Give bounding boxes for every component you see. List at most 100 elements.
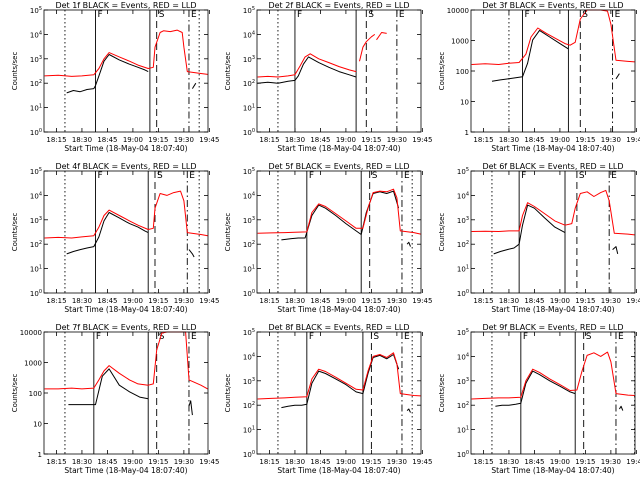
panel-title: Det 4f BLACK = Events, RED = LLD — [55, 162, 196, 171]
x-tick-label: 18:30 — [72, 297, 92, 305]
x-tick-label: 19:45 — [199, 458, 219, 466]
y-tick-label: 10000 — [20, 329, 42, 337]
marker-label: S — [582, 10, 588, 20]
series-lld-line — [376, 32, 387, 41]
series-events-line — [406, 241, 411, 247]
x-tick-label: 19:00 — [550, 297, 570, 305]
series-events-line — [66, 54, 149, 94]
plot-frame — [470, 331, 636, 455]
x-tick-label: 19:15 — [575, 297, 595, 305]
x-tick-label: 18:15 — [259, 297, 279, 305]
x-tick-label: 18:30 — [285, 136, 305, 144]
x-tick-label: 18:45 — [310, 297, 330, 305]
plot-frame — [256, 331, 422, 455]
x-tick-label: 19:00 — [550, 136, 570, 144]
x-axis-label: Start Time (18-May-04 18:07:40) — [277, 466, 400, 475]
x-axis-label: Start Time (18-May-04 18:07:40) — [277, 305, 400, 314]
x-tick-label: 19:00 — [123, 297, 143, 305]
y-tick-label: 101 — [243, 265, 255, 274]
x-tick-label: 19:00 — [336, 297, 356, 305]
y-tick-label: 104 — [243, 191, 255, 200]
x-axis-label: Start Time (18-May-04 18:07:40) — [491, 466, 614, 475]
x-tick-label: 18:15 — [473, 297, 493, 305]
y-axis-label: Counts/sec — [11, 52, 19, 91]
marker-label: S — [159, 332, 165, 342]
y-tick-label: 100 — [243, 450, 255, 459]
y-tick-label: 105 — [243, 6, 255, 15]
y-tick-label: 104 — [30, 191, 42, 200]
x-tick-label: 19:15 — [361, 458, 381, 466]
marker-label: F — [297, 10, 302, 20]
marker-label: E — [611, 171, 617, 181]
y-tick-label: 104 — [457, 191, 469, 200]
y-axis-label: Counts/sec — [224, 213, 232, 252]
marker-label: F — [521, 171, 526, 181]
x-tick-label: 19:00 — [336, 136, 356, 144]
plot-frame — [43, 331, 209, 455]
y-tick-label: 105 — [457, 328, 469, 337]
marker-label: S — [159, 10, 165, 20]
x-tick-label: 18:15 — [259, 136, 279, 144]
x-tick-label: 18:30 — [499, 136, 519, 144]
x-tick-label: 19:15 — [575, 458, 595, 466]
y-tick-label: 103 — [243, 377, 255, 386]
x-tick-label: 19:45 — [412, 458, 432, 466]
x-tick-label: 19:45 — [626, 136, 640, 144]
x-tick-label: 18:30 — [72, 458, 92, 466]
y-tick-label: 103 — [30, 216, 42, 225]
y-axis-label: Counts/sec — [11, 374, 19, 413]
y-tick-label: 101 — [30, 104, 42, 113]
y-tick-label: 102 — [243, 240, 255, 249]
plot-frame — [256, 170, 422, 294]
panel-title: Det 1f BLACK = Events, RED = LLD — [55, 1, 196, 10]
marker-label: S — [579, 171, 585, 181]
marker-label: F — [525, 10, 530, 20]
x-tick-label: 18:15 — [46, 458, 66, 466]
series-events-line — [281, 354, 400, 409]
y-tick-label: 103 — [30, 55, 42, 64]
x-tick-label: 18:45 — [97, 458, 117, 466]
marker-label: S — [373, 332, 379, 342]
plot-frame — [256, 9, 422, 133]
panel-title: Det 9f BLACK = Events, RED = LLD — [482, 323, 623, 332]
y-axis-label: Counts/sec — [438, 374, 446, 413]
y-tick-label: 104 — [243, 30, 255, 39]
marker-label: F — [309, 332, 314, 342]
x-tick-label: 18:15 — [46, 136, 66, 144]
panel-title: Det 8f BLACK = Events, RED = LLD — [268, 323, 409, 332]
y-tick-label: 101 — [30, 265, 42, 274]
plot-frame — [470, 170, 636, 294]
x-tick-label: 19:45 — [199, 136, 219, 144]
y-tick-label: 103 — [457, 216, 469, 225]
y-tick-label: 101 — [243, 104, 255, 113]
series-events-line — [191, 82, 197, 89]
panel-title: Det 3f BLACK = Events, RED = LLD — [482, 1, 623, 10]
y-tick-label: 101 — [243, 426, 255, 435]
x-tick-label: 19:30 — [387, 458, 407, 466]
series-events-line — [618, 405, 624, 411]
y-tick-label: 100 — [457, 450, 469, 459]
panel-title: Det 2f BLACK = Events, RED = LLD — [268, 1, 409, 10]
series-lld-line — [257, 188, 421, 235]
y-tick-label: 102 — [457, 240, 469, 249]
x-axis-label: Start Time (18-May-04 18:07:40) — [491, 305, 614, 314]
plot-frame — [43, 170, 209, 294]
y-tick-label: 104 — [243, 352, 255, 361]
y-tick-label: 1000 — [451, 38, 469, 46]
series-events-line — [68, 368, 149, 406]
panel-title: Det 7f BLACK = Events, RED = LLD — [55, 323, 196, 332]
x-tick-label: 19:15 — [361, 297, 381, 305]
y-tick-label: 10 — [33, 421, 42, 429]
y-tick-label: 100 — [457, 289, 469, 298]
series-lld-line — [257, 352, 421, 400]
y-tick-label: 100 — [29, 390, 42, 398]
series-events-line — [281, 190, 400, 241]
x-tick-label: 19:30 — [174, 136, 194, 144]
x-tick-label: 19:00 — [550, 458, 570, 466]
series-events-line — [188, 249, 195, 258]
x-tick-label: 18:30 — [499, 458, 519, 466]
